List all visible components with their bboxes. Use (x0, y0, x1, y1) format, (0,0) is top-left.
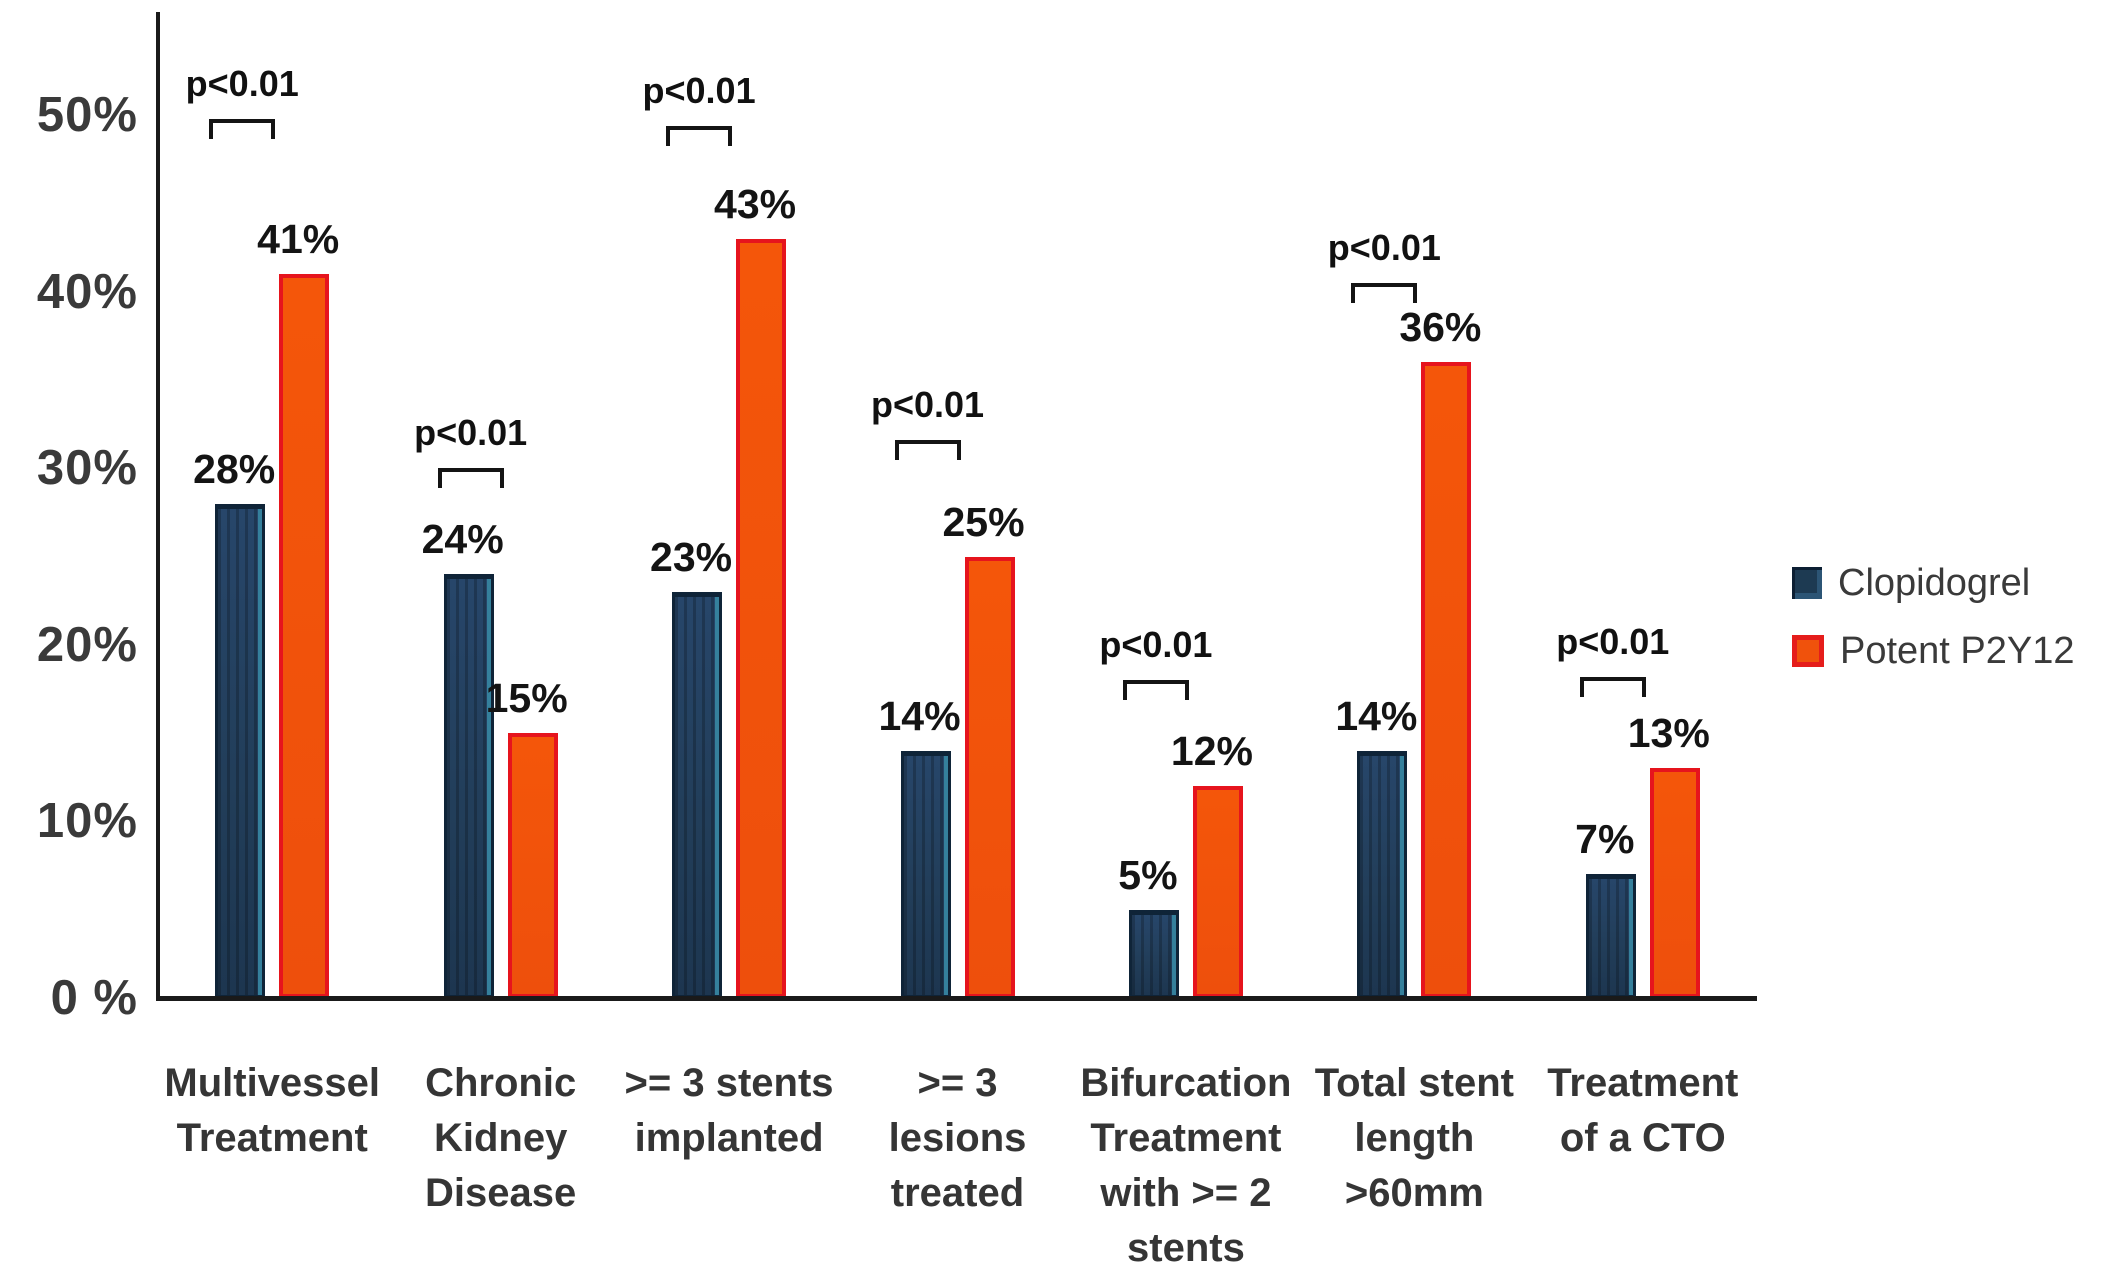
legend-item-potent-p2y12: Potent P2Y12 (1792, 630, 2075, 672)
bar-value-label: 24% (421, 516, 504, 563)
significance-bracket (209, 118, 276, 139)
x-axis-category-label: Chronic Kidney Disease (425, 1061, 577, 1215)
bar-value-label: 41% (257, 215, 340, 262)
bar-clopidogrel (1128, 909, 1179, 998)
bar-potent-p2y12 (1192, 786, 1243, 998)
bar-value-label: 14% (1335, 692, 1418, 739)
bar-clopidogrel (215, 503, 266, 998)
y-axis-tick-label: 20% (36, 617, 138, 672)
bar-clopidogrel (443, 574, 494, 998)
significance-bracket (894, 439, 961, 460)
x-axis-category-label: Bifurcation Treatment with >= 2 stents (1080, 1061, 1292, 1270)
x-axis-category-label: >= 3 stents implanted (624, 1061, 834, 1160)
bar-value-label: 23% (650, 533, 733, 580)
y-axis-line (156, 12, 160, 1000)
bar-potent-p2y12 (1649, 768, 1700, 998)
y-axis-tick-label: 0 % (50, 971, 138, 1025)
bar-value-label: 12% (1170, 728, 1253, 775)
clopidogrel-swatch-icon (1792, 567, 1822, 599)
bar-value-label: 14% (878, 692, 961, 739)
bar-value-label: 13% (1627, 710, 1710, 757)
bar-value-label: 28% (193, 445, 276, 492)
bar-value-label: 15% (485, 675, 568, 722)
x-axis-category-label: >= 3 lesions treated (888, 1061, 1027, 1215)
bar-value-label: 36% (1399, 304, 1482, 351)
bar-clopidogrel (1585, 874, 1636, 998)
legend-label-potent-p2y12: Potent P2Y12 (1840, 629, 2075, 672)
bar-value-label: 43% (714, 180, 797, 227)
y-axis-tick-label: 10% (36, 794, 138, 849)
p-value-label: p<0.01 (1099, 624, 1213, 666)
bar-clopidogrel (672, 591, 723, 998)
p-value-label: p<0.01 (642, 69, 756, 111)
legend-label-clopidogrel: Clopidogrel (1838, 561, 2031, 604)
x-axis-category-label: Total stent length >60mm (1314, 1061, 1514, 1215)
significance-bracket (1351, 282, 1418, 303)
bar-value-label: 7% (1575, 816, 1635, 863)
bar-value-label: 5% (1118, 851, 1178, 898)
p-value-label: p<0.01 (414, 412, 528, 454)
y-axis-tick-label: 30% (36, 441, 138, 496)
x-axis-category-label: Multivessel Treatment (164, 1061, 381, 1160)
bar-clopidogrel (1357, 750, 1408, 998)
bar-value-label: 25% (942, 498, 1025, 545)
p-value-label: p<0.01 (1556, 620, 1670, 662)
legend: Clopidogrel Potent P2Y12 (1792, 562, 2075, 698)
bar-potent-p2y12 (507, 733, 558, 998)
bar-potent-p2y12 (279, 273, 330, 998)
significance-bracket (666, 125, 733, 146)
y-axis-tick-label: 40% (36, 264, 138, 319)
bar-potent-p2y12 (1421, 362, 1472, 998)
legend-item-clopidogrel: Clopidogrel (1792, 562, 2075, 604)
potent-p2y12-swatch-icon (1792, 635, 1824, 667)
x-axis-category-label: Treatment of a CTO (1547, 1061, 1739, 1160)
x-axis-line (156, 996, 1757, 1001)
significance-bracket (1122, 680, 1189, 701)
bar-potent-p2y12 (736, 238, 787, 998)
significance-bracket (1579, 676, 1646, 697)
p-value-label: p<0.01 (870, 383, 985, 425)
p-value-label: p<0.01 (1327, 226, 1441, 268)
bar-clopidogrel (900, 750, 951, 998)
bar-potent-p2y12 (964, 556, 1015, 998)
y-axis-tick-label: 50% (36, 88, 138, 142)
p-value-label: p<0.01 (185, 62, 299, 104)
significance-bracket (437, 468, 504, 489)
